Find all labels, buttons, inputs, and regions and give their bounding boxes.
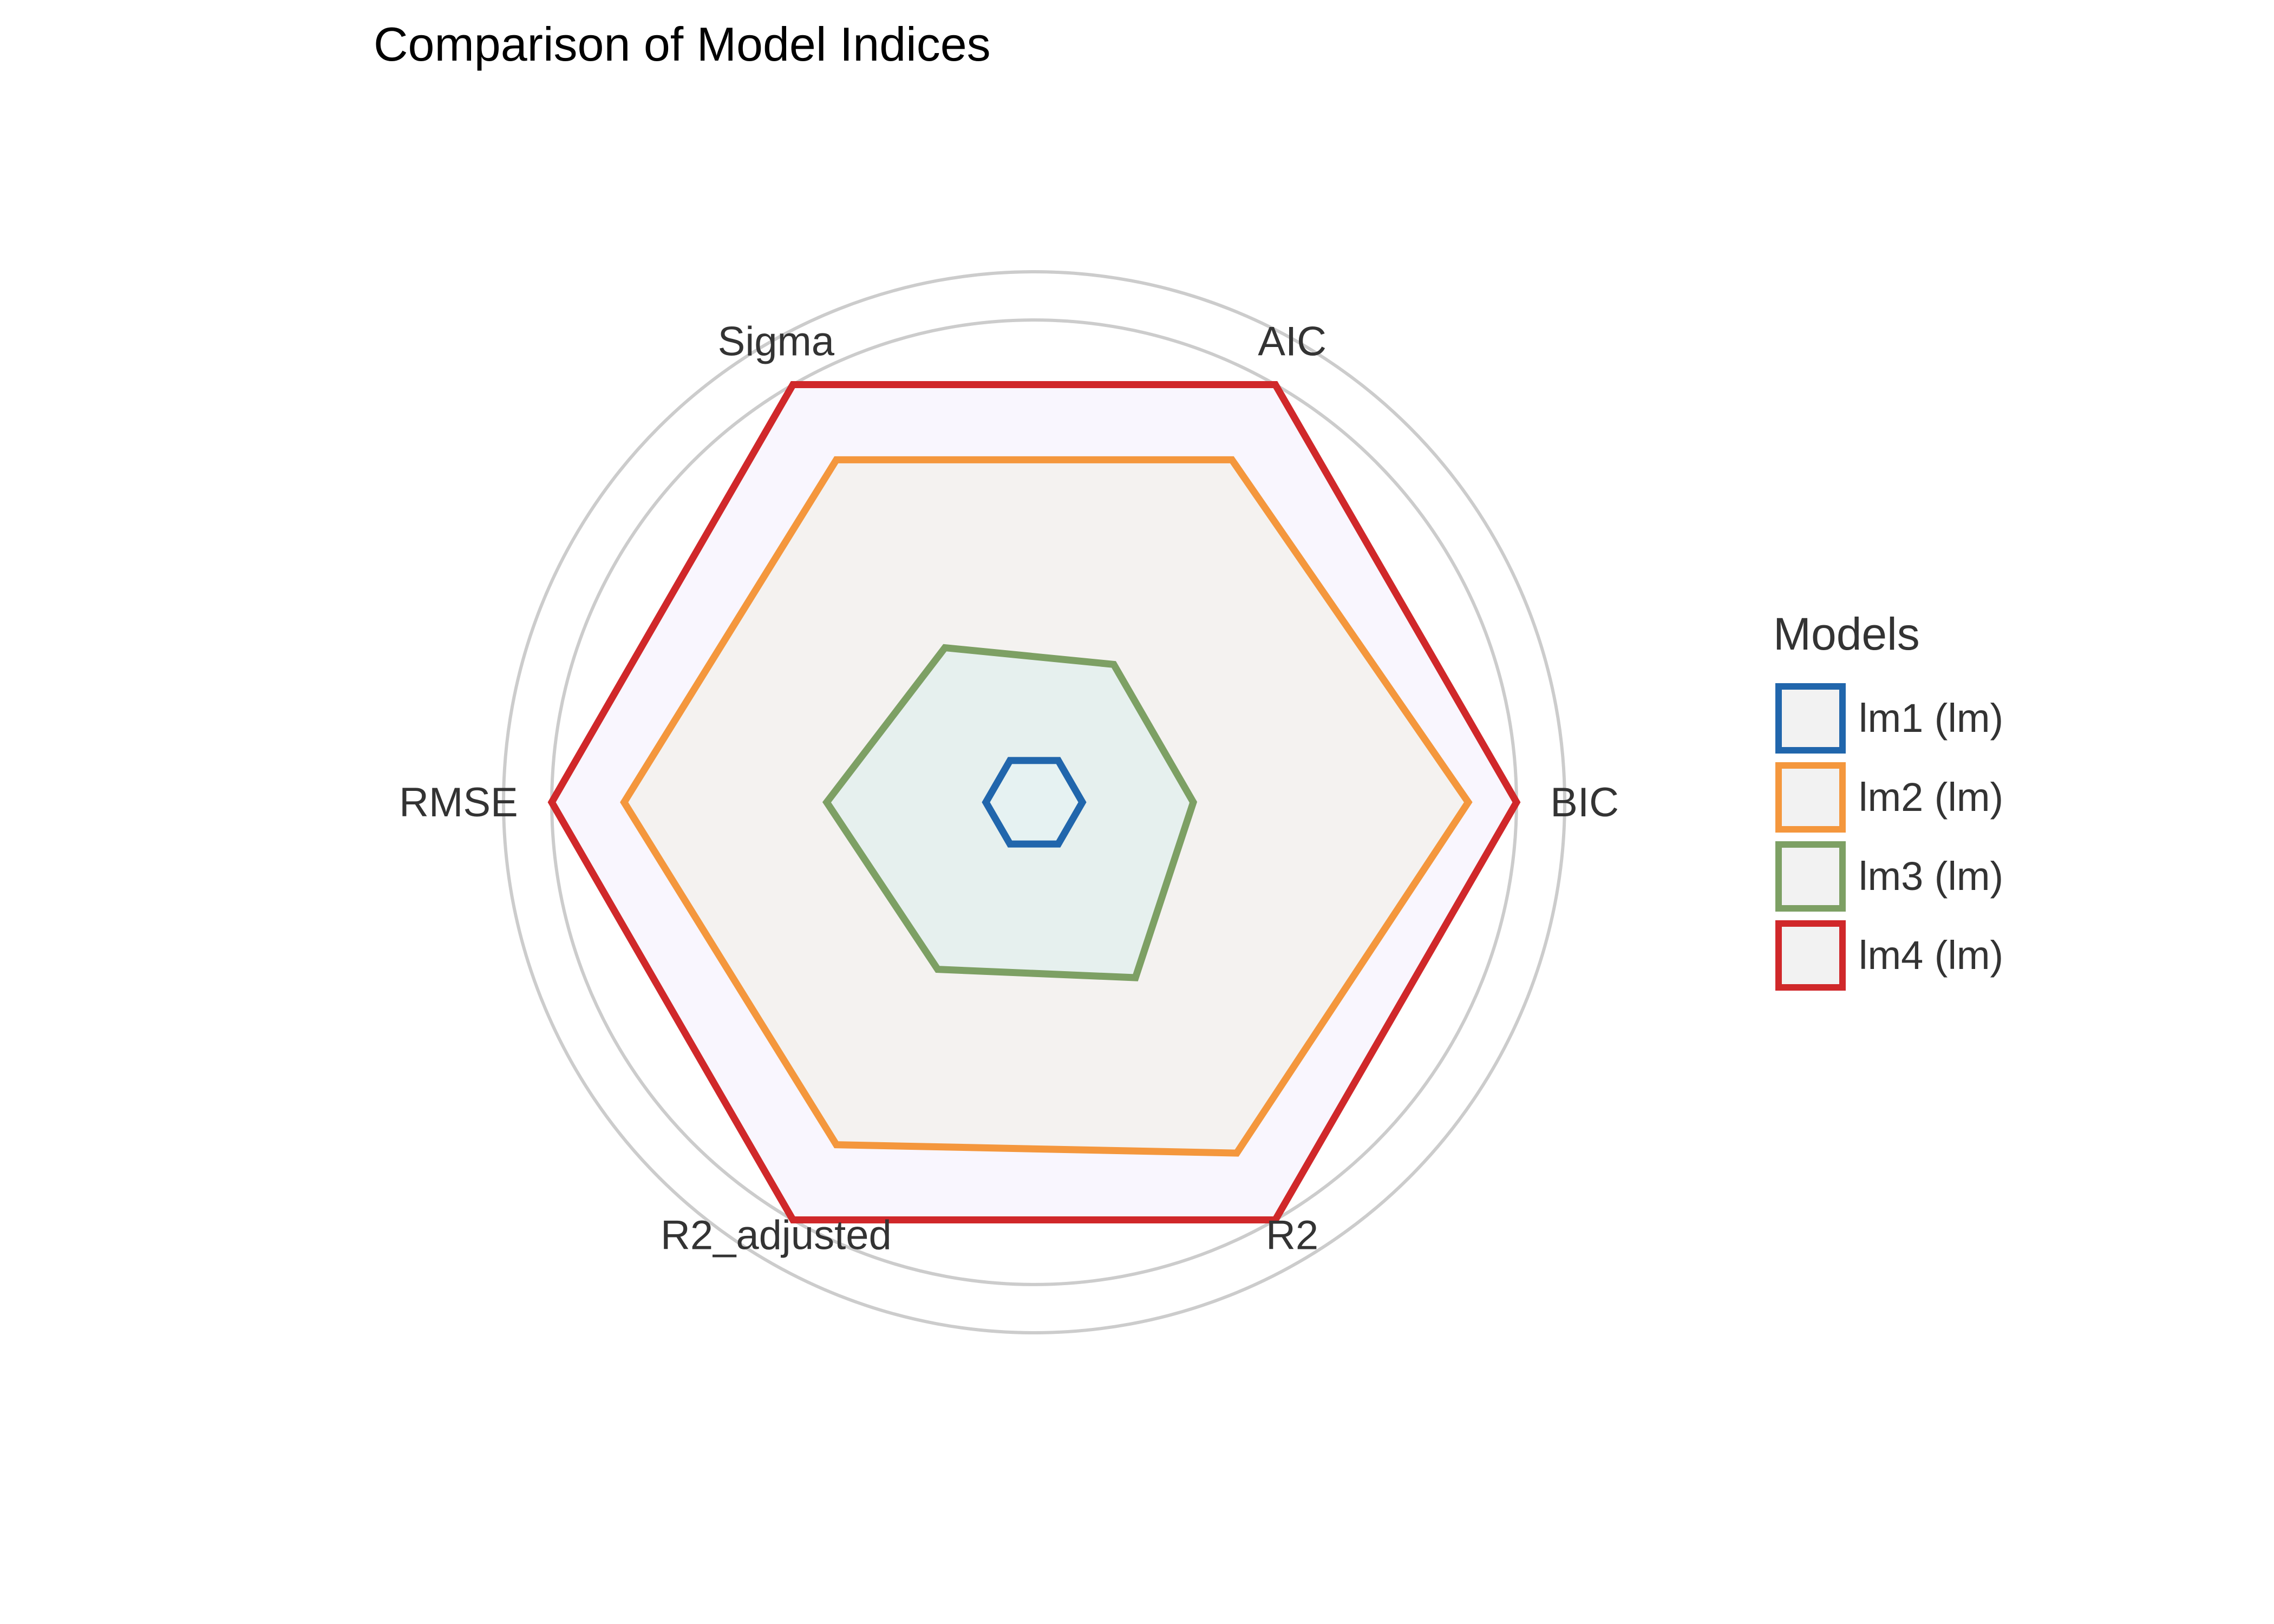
legend-swatch [1775, 920, 1846, 991]
chart-title: Comparison of Model Indices [374, 17, 991, 71]
legend-label: lm1 (lm) [1859, 696, 2003, 741]
legend-swatch [1775, 841, 1846, 912]
axis-label: RMSE [399, 780, 518, 826]
legend-swatch [1775, 762, 1846, 833]
axis-label: R2_adjusted [661, 1213, 892, 1259]
legend-swatch [1775, 683, 1846, 754]
series-line [547, 381, 1521, 1224]
series-fill [985, 760, 1083, 844]
legend-label: lm3 (lm) [1859, 854, 2003, 899]
series-line [982, 757, 1087, 848]
legend-title: Models [1773, 608, 1920, 659]
series-fills [552, 384, 1517, 1220]
series-line [620, 456, 1473, 1157]
axis-labels: BIC AIC Sigma RMSE R2_adjusted R2 [399, 318, 1619, 1258]
legend-label: lm4 (lm) [1859, 933, 2003, 978]
axis-label: R2 [1266, 1213, 1318, 1259]
grid-ring [502, 270, 1566, 1334]
axis-label: AIC [1258, 318, 1327, 364]
legend: Models lm1 (lm) lm2 (lm) lm3 (lm) lm4 (lm) [1773, 608, 2003, 991]
legend-label: lm2 (lm) [1859, 775, 2003, 820]
series-outlines [547, 381, 1521, 1224]
axis-label: Sigma [718, 318, 835, 364]
axis-label: BIC [1550, 780, 1619, 826]
series-line [822, 644, 1198, 981]
